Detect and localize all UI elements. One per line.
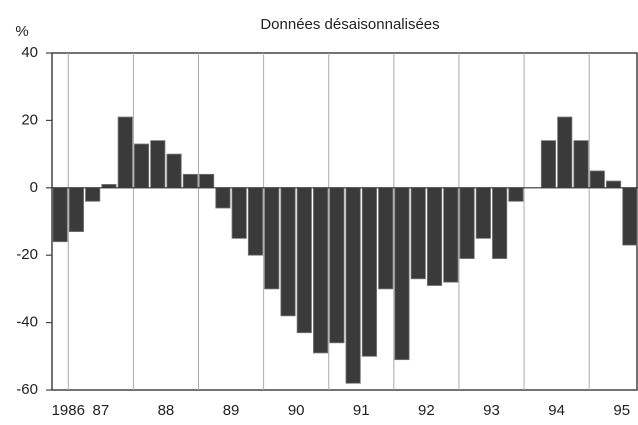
bar bbox=[378, 187, 394, 290]
bar bbox=[133, 143, 150, 189]
bar bbox=[85, 187, 101, 202]
bar bbox=[394, 187, 410, 361]
bar bbox=[426, 187, 443, 286]
plot-frame bbox=[51, 52, 638, 391]
bar bbox=[606, 180, 622, 189]
bar bbox=[361, 187, 377, 357]
y-tick-label: 0 bbox=[30, 179, 38, 196]
bar bbox=[231, 187, 247, 239]
bar bbox=[166, 153, 182, 189]
bar bbox=[475, 187, 491, 239]
bar bbox=[573, 140, 589, 189]
bar bbox=[589, 170, 605, 189]
bar bbox=[199, 173, 215, 189]
x-tick-label: 94 bbox=[548, 402, 565, 419]
bar bbox=[492, 187, 508, 259]
chart-title: Données désaisonnalisées bbox=[260, 16, 439, 33]
bar bbox=[52, 187, 68, 243]
bar bbox=[296, 187, 312, 334]
x-tick-label: 91 bbox=[353, 402, 370, 419]
bar bbox=[68, 187, 84, 233]
bar bbox=[557, 116, 573, 189]
bar bbox=[117, 116, 133, 189]
y-tick-label: 40 bbox=[21, 44, 38, 61]
x-tick-label: 93 bbox=[483, 402, 500, 419]
x-tick-label: 90 bbox=[288, 402, 305, 419]
bar bbox=[459, 187, 475, 259]
bar bbox=[622, 187, 638, 246]
bar bbox=[508, 187, 524, 202]
y-axis-label: % bbox=[15, 23, 28, 40]
bar bbox=[540, 140, 557, 189]
x-tick-label: 88 bbox=[158, 402, 175, 419]
bar bbox=[182, 173, 198, 189]
x-tick-label: 1986 bbox=[52, 402, 85, 419]
bar bbox=[329, 187, 345, 344]
x-tick-label: 95 bbox=[613, 402, 630, 419]
x-tick-label: 87 bbox=[92, 402, 109, 419]
bar bbox=[150, 140, 166, 189]
bar bbox=[443, 187, 459, 283]
bar bbox=[313, 187, 329, 354]
y-tick-label: -20 bbox=[16, 246, 38, 263]
bar bbox=[345, 187, 361, 384]
bar bbox=[280, 187, 296, 317]
bar bbox=[410, 187, 426, 280]
x-tick-label: 92 bbox=[418, 402, 435, 419]
y-tick-label: 20 bbox=[21, 111, 38, 128]
bar bbox=[215, 187, 231, 209]
y-tick-label: -60 bbox=[16, 381, 38, 398]
x-tick-label: 89 bbox=[223, 402, 240, 419]
bar bbox=[247, 187, 264, 256]
bar bbox=[264, 187, 280, 290]
y-tick-label: -40 bbox=[16, 314, 38, 331]
